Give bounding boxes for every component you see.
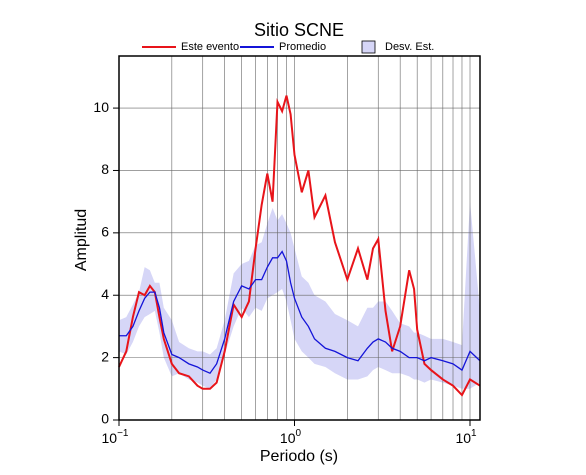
y-tick-label: 6: [101, 224, 109, 240]
x-tick-label: 10−1: [102, 428, 129, 446]
legend-label: Desv. Est.: [385, 41, 434, 53]
y-tick-label: 0: [101, 411, 109, 427]
chart-title: Sitio SCNE: [254, 20, 344, 40]
x-tick-exponent: 1: [471, 428, 477, 439]
legend-label: Este evento: [181, 41, 239, 53]
x-tick-base: 10: [280, 430, 296, 446]
x-tick-label: 100: [280, 428, 302, 446]
plot-frame: [118, 55, 481, 421]
x-tick-label: 101: [455, 428, 477, 446]
series-line: [118, 95, 481, 397]
y-axis-label: Amplitud: [73, 209, 90, 271]
x-tick-base: 10: [455, 430, 471, 446]
y-tick-label: 10: [93, 99, 109, 115]
legend-label: Promedio: [279, 41, 326, 53]
x-tick-exponent: −1: [117, 428, 129, 439]
x-tick-base: 10: [102, 430, 118, 446]
y-tick-label: 4: [101, 286, 109, 302]
x-axis-label: Periodo (s): [260, 448, 338, 465]
y-tick-label: 8: [101, 161, 109, 177]
series-line: [119, 250, 481, 375]
y-tick-label: 2: [101, 348, 109, 364]
x-tick-exponent: 0: [296, 428, 302, 439]
legend-swatch: [361, 40, 376, 54]
